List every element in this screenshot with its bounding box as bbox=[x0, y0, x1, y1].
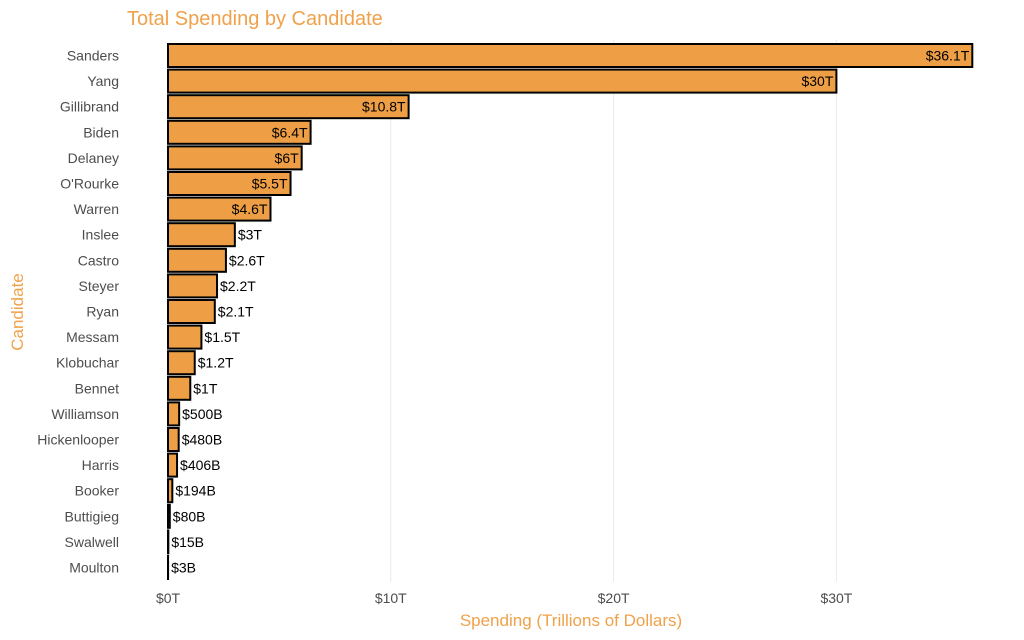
bar bbox=[167, 273, 219, 299]
x-tick-labels: $0T $10T $20T $30T bbox=[156, 590, 853, 606]
bar bbox=[167, 350, 196, 376]
y-tick-label: Gillibrand bbox=[60, 99, 119, 115]
y-tick-label: Swalwell bbox=[65, 534, 119, 550]
y-tick-label: Messam bbox=[66, 329, 119, 345]
bar bbox=[167, 94, 410, 120]
x-tick-label: $20T bbox=[598, 590, 630, 606]
y-tick-label: Delaney bbox=[68, 150, 119, 166]
bar bbox=[167, 196, 272, 222]
bar bbox=[167, 401, 181, 427]
y-tick-label: Booker bbox=[75, 483, 120, 499]
data-label: $3B bbox=[171, 560, 196, 576]
data-label: $406B bbox=[180, 457, 220, 473]
data-label: $194B bbox=[175, 483, 215, 499]
bar bbox=[167, 247, 227, 273]
bar bbox=[167, 222, 236, 248]
data-label: $6.4T bbox=[272, 124, 308, 140]
data-label: $6T bbox=[275, 150, 300, 166]
y-tick-label: Williamson bbox=[51, 406, 119, 422]
data-labels: $36.1T $30T $10.8T $6.4T $6T $5.5T $4.6T $3T $2.… bbox=[171, 48, 970, 576]
data-label: $36.1T bbox=[926, 48, 970, 64]
bar bbox=[167, 119, 312, 145]
y-tick-label: Ryan bbox=[86, 304, 119, 320]
x-tick-label: $0T bbox=[156, 590, 181, 606]
data-label: $80B bbox=[173, 508, 206, 524]
y-tick-label: Warren bbox=[74, 201, 119, 217]
data-label: $15B bbox=[171, 534, 204, 550]
data-label: $5.5T bbox=[252, 176, 288, 192]
y-tick-label: Sanders bbox=[67, 48, 119, 64]
bar bbox=[167, 375, 192, 401]
y-tick-label: Klobuchar bbox=[56, 355, 119, 371]
x-axis-title: Spending (Trillions of Dollars) bbox=[460, 611, 682, 630]
x-tick-label: $30T bbox=[820, 590, 852, 606]
x-tick-label: $10T bbox=[375, 590, 407, 606]
y-tick-label: Castro bbox=[78, 252, 119, 268]
bar bbox=[167, 171, 292, 196]
bar bbox=[167, 503, 171, 529]
data-label: $30T bbox=[801, 73, 833, 89]
y-tick-label: O'Rourke bbox=[60, 176, 119, 192]
y-tick-label: Bennet bbox=[75, 380, 119, 396]
y-tick-label: Moulton bbox=[69, 560, 119, 576]
data-label: $500B bbox=[182, 406, 222, 422]
data-label: $2.2T bbox=[220, 278, 256, 294]
y-tick-label: Buttigieg bbox=[65, 508, 119, 524]
y-tick-label: Biden bbox=[83, 124, 119, 140]
bar bbox=[167, 452, 179, 478]
data-label: $1.2T bbox=[198, 355, 234, 371]
data-label: $2.6T bbox=[229, 252, 265, 268]
bar bbox=[167, 145, 303, 171]
data-label: $10.8T bbox=[362, 99, 406, 115]
bar bbox=[167, 324, 203, 350]
y-tick-label: Harris bbox=[82, 457, 119, 473]
y-tick-labels: Sanders Yang Gillibrand Biden Delaney O'Rourk… bbox=[37, 48, 119, 576]
bar bbox=[167, 43, 974, 68]
y-tick-label: Hickenlooper bbox=[37, 432, 119, 448]
data-label: $1.5T bbox=[204, 329, 240, 345]
bars bbox=[167, 43, 974, 580]
y-tick-label: Inslee bbox=[82, 227, 120, 243]
data-label: $3T bbox=[238, 227, 263, 243]
data-label: $480B bbox=[182, 432, 222, 448]
y-tick-label: Steyer bbox=[79, 278, 120, 294]
data-label: $1T bbox=[193, 380, 218, 396]
y-tick-label: Yang bbox=[87, 73, 119, 89]
y-axis-title: Candidate bbox=[8, 273, 27, 351]
bar bbox=[167, 299, 216, 324]
data-label: $4.6T bbox=[232, 201, 268, 217]
bar bbox=[167, 427, 180, 452]
gridlines bbox=[390, 40, 837, 582]
bar bbox=[167, 68, 838, 94]
data-label: $2.1T bbox=[218, 304, 254, 320]
bar bbox=[167, 478, 174, 504]
chart-title: Total Spending by Candidate bbox=[127, 8, 383, 30]
